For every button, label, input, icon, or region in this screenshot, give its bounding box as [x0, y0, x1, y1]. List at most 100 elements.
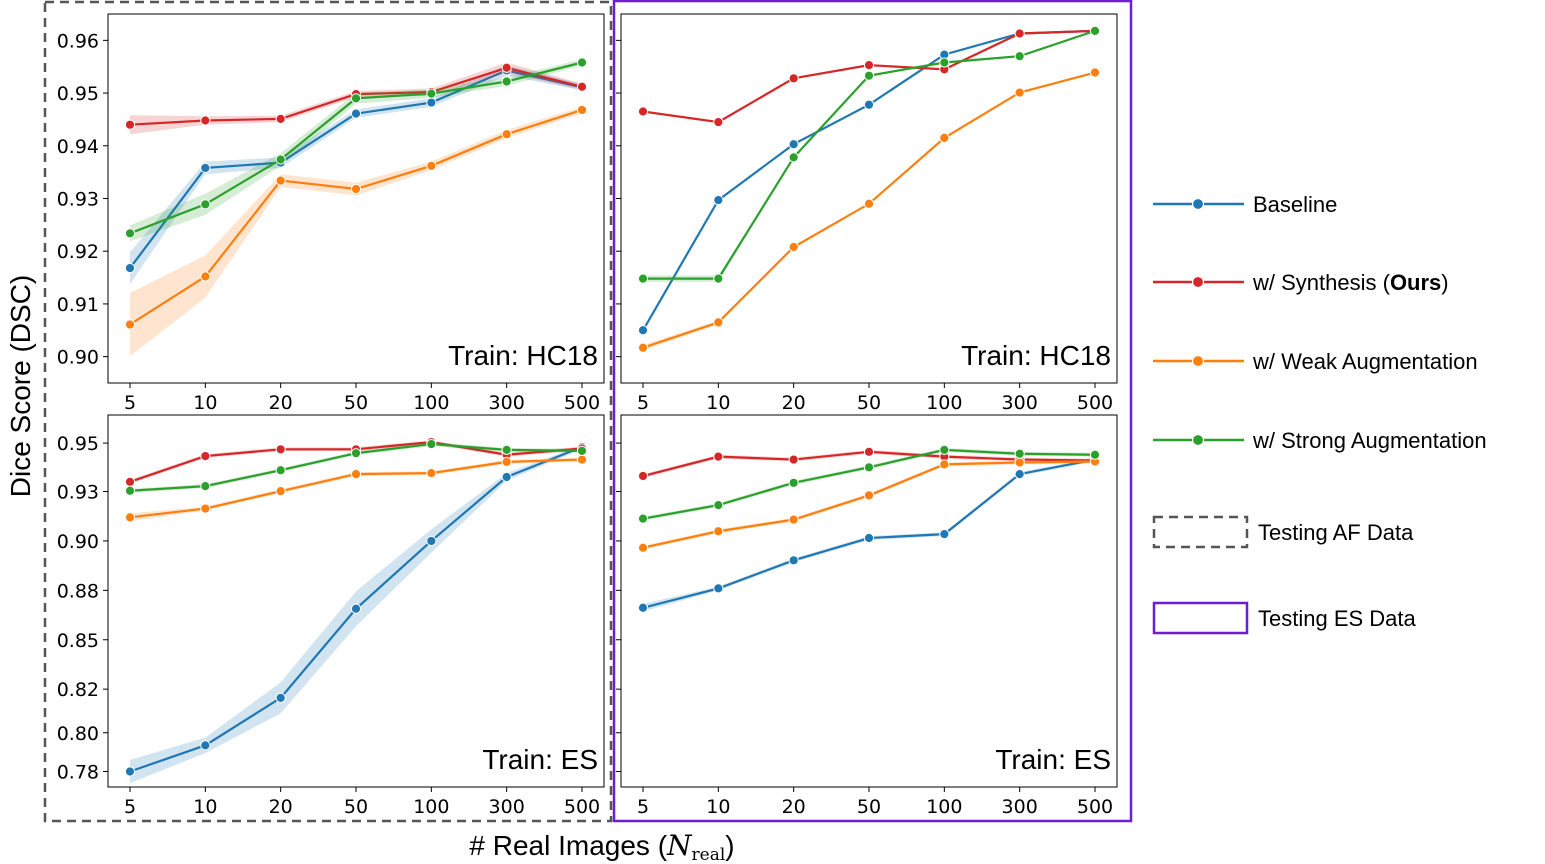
x-tick-label: 300	[1002, 392, 1038, 414]
x-tick-label: 5	[637, 392, 649, 414]
x-tick-label: 100	[413, 796, 449, 818]
x-tick-label: 500	[1077, 796, 1113, 818]
confidence-band	[643, 459, 1095, 550]
panel-annotation: Train: HC18	[448, 340, 598, 371]
data-point	[1014, 51, 1025, 62]
data-point	[576, 104, 588, 116]
data-point	[576, 57, 588, 68]
x-tick-label: 5	[637, 796, 649, 818]
y-tick-label: 0.91	[57, 294, 99, 316]
data-point	[501, 456, 512, 467]
data-point	[350, 108, 362, 119]
data-point	[637, 542, 649, 553]
data-point	[1014, 468, 1025, 480]
confidence-band	[643, 449, 1095, 478]
data-point	[124, 262, 136, 274]
legend-item-synthesis: w/ Synthesis (Ours)	[1153, 270, 1449, 295]
data-point	[200, 503, 211, 514]
data-point	[637, 602, 649, 613]
y-tick-label: 0.90	[57, 531, 99, 553]
data-point	[275, 175, 286, 186]
data-point	[200, 450, 211, 462]
x-tick-label: 500	[564, 392, 600, 414]
series-strong-aug	[637, 444, 1101, 524]
data-point	[713, 583, 724, 594]
x-tick-label: 10	[193, 392, 217, 414]
x-tick-label: 20	[269, 392, 293, 414]
y-tick-label: 0.95	[57, 83, 99, 105]
data-point	[426, 97, 437, 108]
data-point	[426, 88, 437, 99]
data-point	[713, 499, 724, 511]
x-tick-label: 20	[782, 796, 806, 818]
panel-annotation: Train: ES	[482, 744, 598, 775]
data-point	[426, 468, 437, 479]
data-point	[124, 476, 136, 487]
series-strong-aug	[637, 25, 1101, 284]
x-tick-label: 300	[489, 796, 525, 818]
legend-label-testing-es: Testing ES Data	[1258, 606, 1417, 631]
data-point	[275, 465, 286, 476]
data-point	[275, 692, 286, 703]
y-tick-label: 0.78	[57, 762, 99, 784]
panel-hc18-af: 0.90 0.91 0.92 0.93 0.94 0.95 0.96 5 10 20 50 100 30…	[57, 13, 605, 414]
testing-es-frame	[612, 0, 1133, 823]
data-point	[200, 199, 211, 210]
series-weak-aug	[637, 67, 1101, 353]
data-point	[124, 228, 136, 239]
x-tick-label: 20	[782, 392, 806, 414]
legend-label-weak-aug: w/ Weak Augmentation	[1252, 349, 1478, 374]
data-point	[124, 485, 136, 496]
data-point	[788, 139, 799, 150]
data-point	[863, 99, 875, 110]
data-point	[939, 132, 950, 143]
data-point	[863, 490, 875, 501]
data-point	[713, 317, 724, 328]
data-point	[200, 115, 211, 126]
data-point	[275, 154, 286, 165]
data-point	[637, 342, 649, 353]
data-point	[863, 462, 875, 473]
x-tick-label: 300	[489, 392, 525, 414]
x-tick-label: 100	[926, 796, 962, 818]
data-point	[501, 129, 512, 140]
data-point	[275, 113, 286, 125]
series-strong-aug	[124, 438, 588, 496]
x-axis-label: # Real Images (Nreal)	[469, 829, 734, 864]
data-point	[939, 459, 950, 470]
legend-swatch-dashed	[1152, 515, 1249, 549]
data-point	[350, 183, 362, 195]
plot-frame	[107, 13, 605, 384]
data-point	[124, 119, 136, 130]
data-point	[350, 93, 362, 104]
x-tick-label: 50	[344, 392, 368, 414]
y-axis-label: Dice Score (DSC)	[5, 275, 36, 497]
plot-frame	[620, 414, 1118, 788]
data-point	[350, 448, 362, 459]
legend-label-strong-aug: w/ Strong Augmentation	[1252, 428, 1487, 453]
y-tick-label: 0.93	[57, 189, 99, 211]
data-point	[1014, 87, 1025, 98]
y-tick-label: 0.92	[57, 241, 99, 263]
legend-swatch-solid	[1152, 601, 1249, 635]
x-tick-label: 20	[269, 796, 293, 818]
data-point	[939, 529, 950, 540]
x-tick-label: 500	[564, 796, 600, 818]
data-point	[426, 160, 437, 171]
legend-item-testing-es: Testing ES Data	[1152, 601, 1417, 635]
data-point	[788, 152, 799, 163]
data-point	[124, 766, 136, 777]
x-tick-label: 10	[706, 796, 730, 818]
x-tick-label: 5	[124, 392, 136, 414]
data-point	[1014, 457, 1025, 468]
data-point	[1014, 448, 1025, 459]
data-point	[863, 70, 875, 81]
data-point	[713, 116, 724, 128]
y-tick-label: 0.80	[57, 723, 99, 745]
x-tick-label: 50	[857, 796, 881, 818]
data-point	[275, 444, 286, 455]
data-point	[788, 73, 799, 84]
x-tick-label: 100	[926, 392, 962, 414]
series-baseline	[124, 441, 588, 784]
data-point	[350, 468, 362, 480]
